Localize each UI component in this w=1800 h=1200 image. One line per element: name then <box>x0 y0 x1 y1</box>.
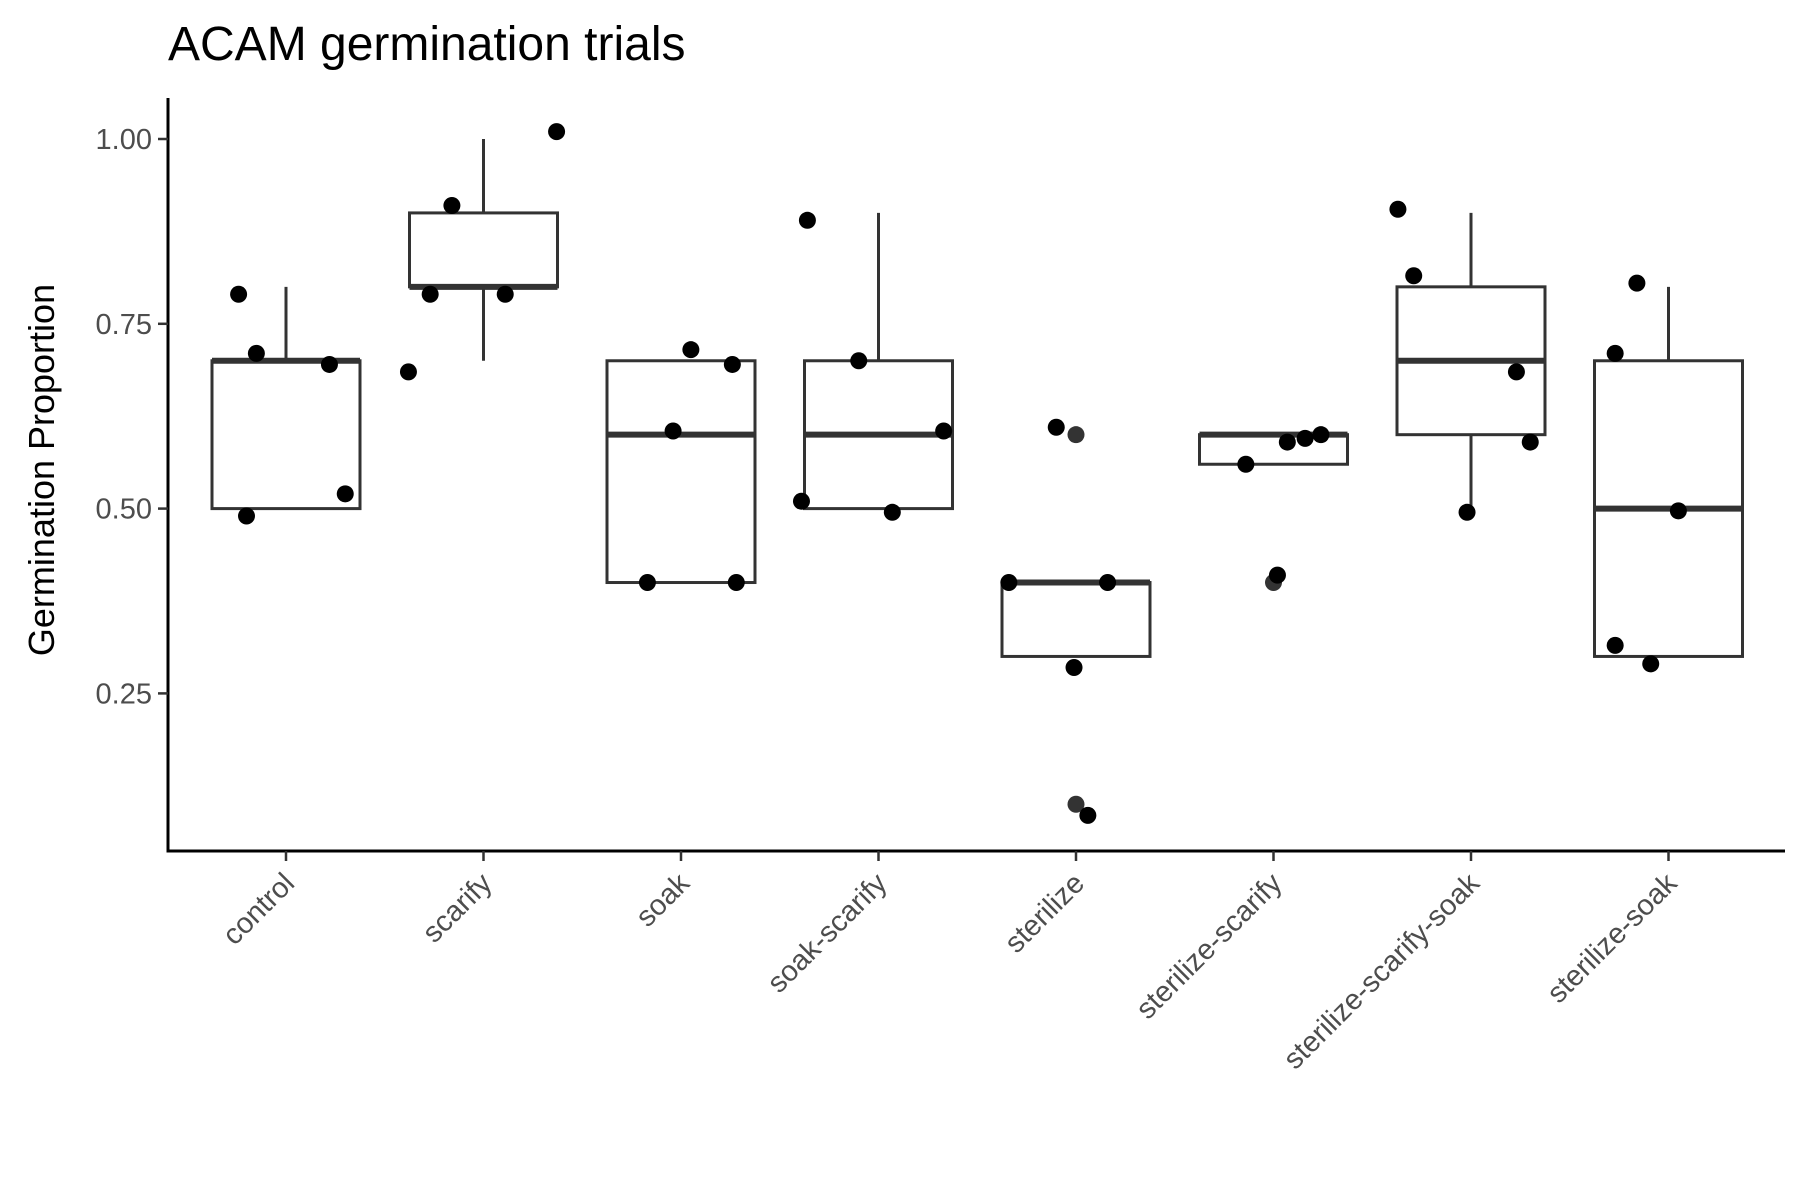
data-point <box>1047 418 1065 436</box>
x-tick-label: sterilize-scarify <box>1130 867 1289 1026</box>
x-tick-label: scarify <box>417 867 499 949</box>
y-tick-label: 1.00 <box>96 124 152 156</box>
data-point <box>935 422 953 440</box>
data-point <box>1642 655 1660 673</box>
data-point <box>1389 200 1407 218</box>
data-point <box>443 197 461 215</box>
data-point <box>1079 806 1097 824</box>
chart-title: ACAM germination trials <box>168 18 686 71</box>
x-tick-label: control <box>217 867 301 951</box>
data-point <box>1606 636 1624 654</box>
data-point <box>723 355 741 373</box>
x-tick-label: soak-scarify <box>761 867 893 999</box>
data-point <box>883 503 901 521</box>
data-point <box>682 341 700 359</box>
data-point <box>247 344 265 362</box>
y-tick-label: 0.75 <box>96 309 152 341</box>
data-point <box>850 352 868 370</box>
data-point <box>336 485 354 503</box>
x-tick-label: sterilize <box>999 867 1091 959</box>
data-point <box>548 123 566 141</box>
outlier-point <box>1067 426 1085 444</box>
data-point <box>1312 426 1330 444</box>
box <box>605 359 757 585</box>
data-point <box>1237 455 1255 473</box>
data-point <box>1458 503 1476 521</box>
data-point <box>1606 344 1624 362</box>
data-point <box>638 574 656 592</box>
x-tick-label: sterilize-soak <box>1541 867 1684 1010</box>
data-point <box>496 285 514 303</box>
data-point <box>1278 433 1296 451</box>
data-point <box>1669 502 1687 520</box>
data-point <box>1507 363 1525 381</box>
data-point <box>1521 433 1539 451</box>
data-point <box>1628 274 1646 292</box>
data-point <box>421 285 439 303</box>
outlier-point <box>1067 795 1085 813</box>
y-tick-label: 0.25 <box>96 678 152 710</box>
data-point <box>399 363 417 381</box>
box <box>1000 581 1152 658</box>
data-point <box>1405 267 1423 285</box>
x-tick-label: soak <box>630 867 696 933</box>
data-point <box>1000 574 1018 592</box>
y-axis-title: Germination Proportion <box>21 284 62 656</box>
data-point <box>664 422 682 440</box>
box <box>210 359 362 511</box>
data-point <box>238 507 255 525</box>
data-point <box>727 574 745 592</box>
data-point <box>1099 574 1117 592</box>
plot-area: 0.25 0.50 0.75 1.00 control scarify soak soak-s… <box>96 98 1785 1076</box>
y-tick-label: 0.50 <box>96 494 152 526</box>
data-point <box>1065 659 1083 677</box>
data-point <box>230 285 248 303</box>
data-point <box>1268 566 1286 584</box>
box <box>408 211 559 289</box>
x-tick-label: sterilize-scarify-soak <box>1278 867 1487 1076</box>
data-point <box>798 211 816 229</box>
data-point <box>320 355 338 373</box>
data-point <box>1296 429 1314 447</box>
data-point <box>792 492 810 510</box>
